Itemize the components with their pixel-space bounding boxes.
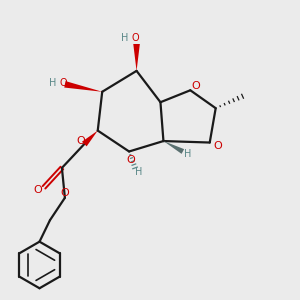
Text: H: H xyxy=(135,167,142,176)
Polygon shape xyxy=(133,44,140,71)
Polygon shape xyxy=(164,141,184,154)
Polygon shape xyxy=(64,81,102,92)
Text: H: H xyxy=(121,33,128,43)
Text: H: H xyxy=(49,78,57,88)
Text: O: O xyxy=(34,185,42,195)
Text: O: O xyxy=(61,188,69,198)
Text: O: O xyxy=(60,78,67,88)
Text: O: O xyxy=(191,81,200,91)
Text: O: O xyxy=(76,136,85,146)
Polygon shape xyxy=(82,130,98,146)
Text: H: H xyxy=(184,149,191,159)
Text: O: O xyxy=(126,155,135,165)
Text: O: O xyxy=(131,33,139,43)
Text: O: O xyxy=(214,140,223,151)
